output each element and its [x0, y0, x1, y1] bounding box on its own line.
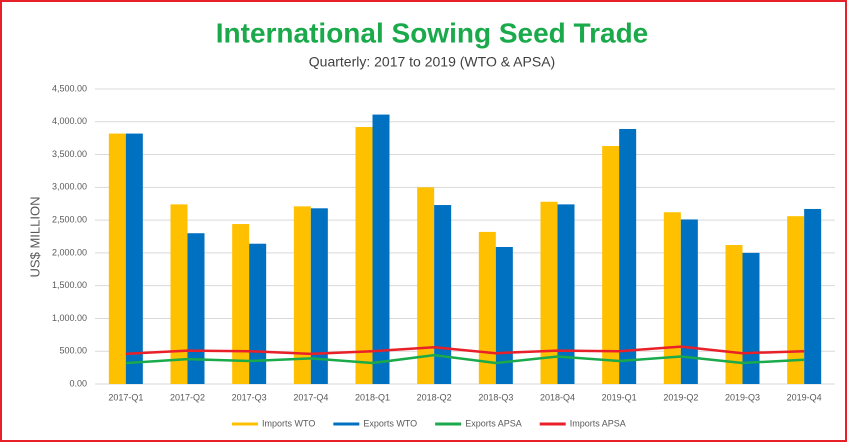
bar	[680, 219, 698, 384]
x-tick-label: 2018-Q1	[355, 392, 390, 402]
line	[125, 345, 805, 356]
bar	[108, 133, 126, 384]
bar	[355, 127, 373, 385]
y-tick-label: 500.00	[59, 346, 87, 356]
bar	[742, 252, 760, 384]
x-tick-label: 2018-Q2	[417, 392, 452, 402]
bar	[372, 114, 390, 385]
bar	[787, 216, 805, 384]
y-axis-label: US$ MILLION	[27, 197, 42, 278]
y-tick-label: 2,500.00	[52, 214, 87, 224]
bar	[478, 231, 496, 384]
bar	[249, 243, 267, 384]
bar	[232, 224, 250, 384]
x-tick-label: 2019-Q2	[663, 392, 698, 402]
y-tick-label: 4,000.00	[52, 116, 87, 126]
y-tick-label: 3,000.00	[52, 182, 87, 192]
bar	[540, 201, 558, 384]
bar	[804, 208, 822, 384]
x-tick-label: 2019-Q4	[787, 392, 822, 402]
legend-label: Exports APSA	[465, 418, 522, 428]
bar	[725, 245, 743, 384]
bar	[187, 233, 205, 384]
y-tick-label: 1,500.00	[52, 280, 87, 290]
bar	[495, 246, 513, 384]
legend-label: Imports APSA	[570, 418, 626, 428]
bar	[619, 128, 637, 384]
x-tick-label: 2017-Q2	[170, 392, 205, 402]
x-tick-label: 2018-Q4	[540, 392, 575, 402]
x-tick-label: 2017-Q3	[232, 392, 267, 402]
y-tick-label: 1,000.00	[52, 313, 87, 323]
y-tick-label: 4,500.00	[52, 83, 87, 93]
line	[125, 353, 805, 365]
bar	[663, 212, 681, 384]
y-tick-label: 3,500.00	[52, 149, 87, 159]
bar	[170, 204, 188, 384]
legend-label: Exports WTO	[363, 418, 417, 428]
x-tick-label: 2019-Q1	[602, 392, 637, 402]
x-tick-label: 2017-Q4	[293, 392, 328, 402]
bar	[125, 133, 143, 384]
bar	[434, 205, 452, 384]
x-tick-label: 2019-Q3	[725, 392, 760, 402]
chart-title: International Sowing Seed Trade	[216, 17, 649, 48]
bar	[417, 187, 435, 384]
x-tick-label: 2017-Q1	[108, 392, 143, 402]
y-tick-label: 2,000.00	[52, 247, 87, 257]
legend-label: Imports WTO	[262, 418, 315, 428]
bar	[557, 204, 575, 384]
chart-subtitle: Quarterly: 2017 to 2019 (WTO & APSA)	[309, 54, 555, 70]
bar	[602, 146, 620, 384]
bar	[310, 208, 328, 384]
y-tick-label: 0.00	[69, 378, 87, 388]
bar	[293, 206, 311, 384]
x-tick-label: 2018-Q3	[478, 392, 513, 402]
